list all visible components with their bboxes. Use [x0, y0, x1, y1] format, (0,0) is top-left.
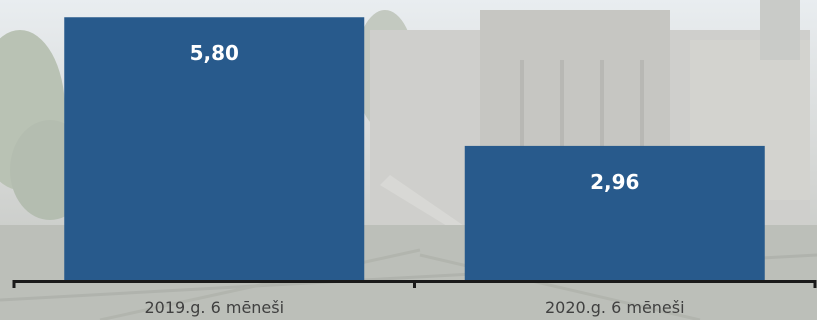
bar-value-label-2: 2,96 — [590, 170, 639, 194]
category-label-2: 2020.g. 6 mēneši — [545, 298, 685, 317]
bar-1 — [64, 17, 365, 280]
category-label-1: 2019.g. 6 mēneši — [144, 298, 284, 317]
bar-value-label-1: 5,80 — [190, 41, 239, 65]
bars-layer — [64, 17, 765, 280]
x-axis — [12, 280, 817, 288]
labels-layer: 5,80 2019.g. 6 mēneši 2,96 2020.g. 6 mēneši — [144, 41, 684, 317]
bar-2 — [464, 145, 765, 280]
